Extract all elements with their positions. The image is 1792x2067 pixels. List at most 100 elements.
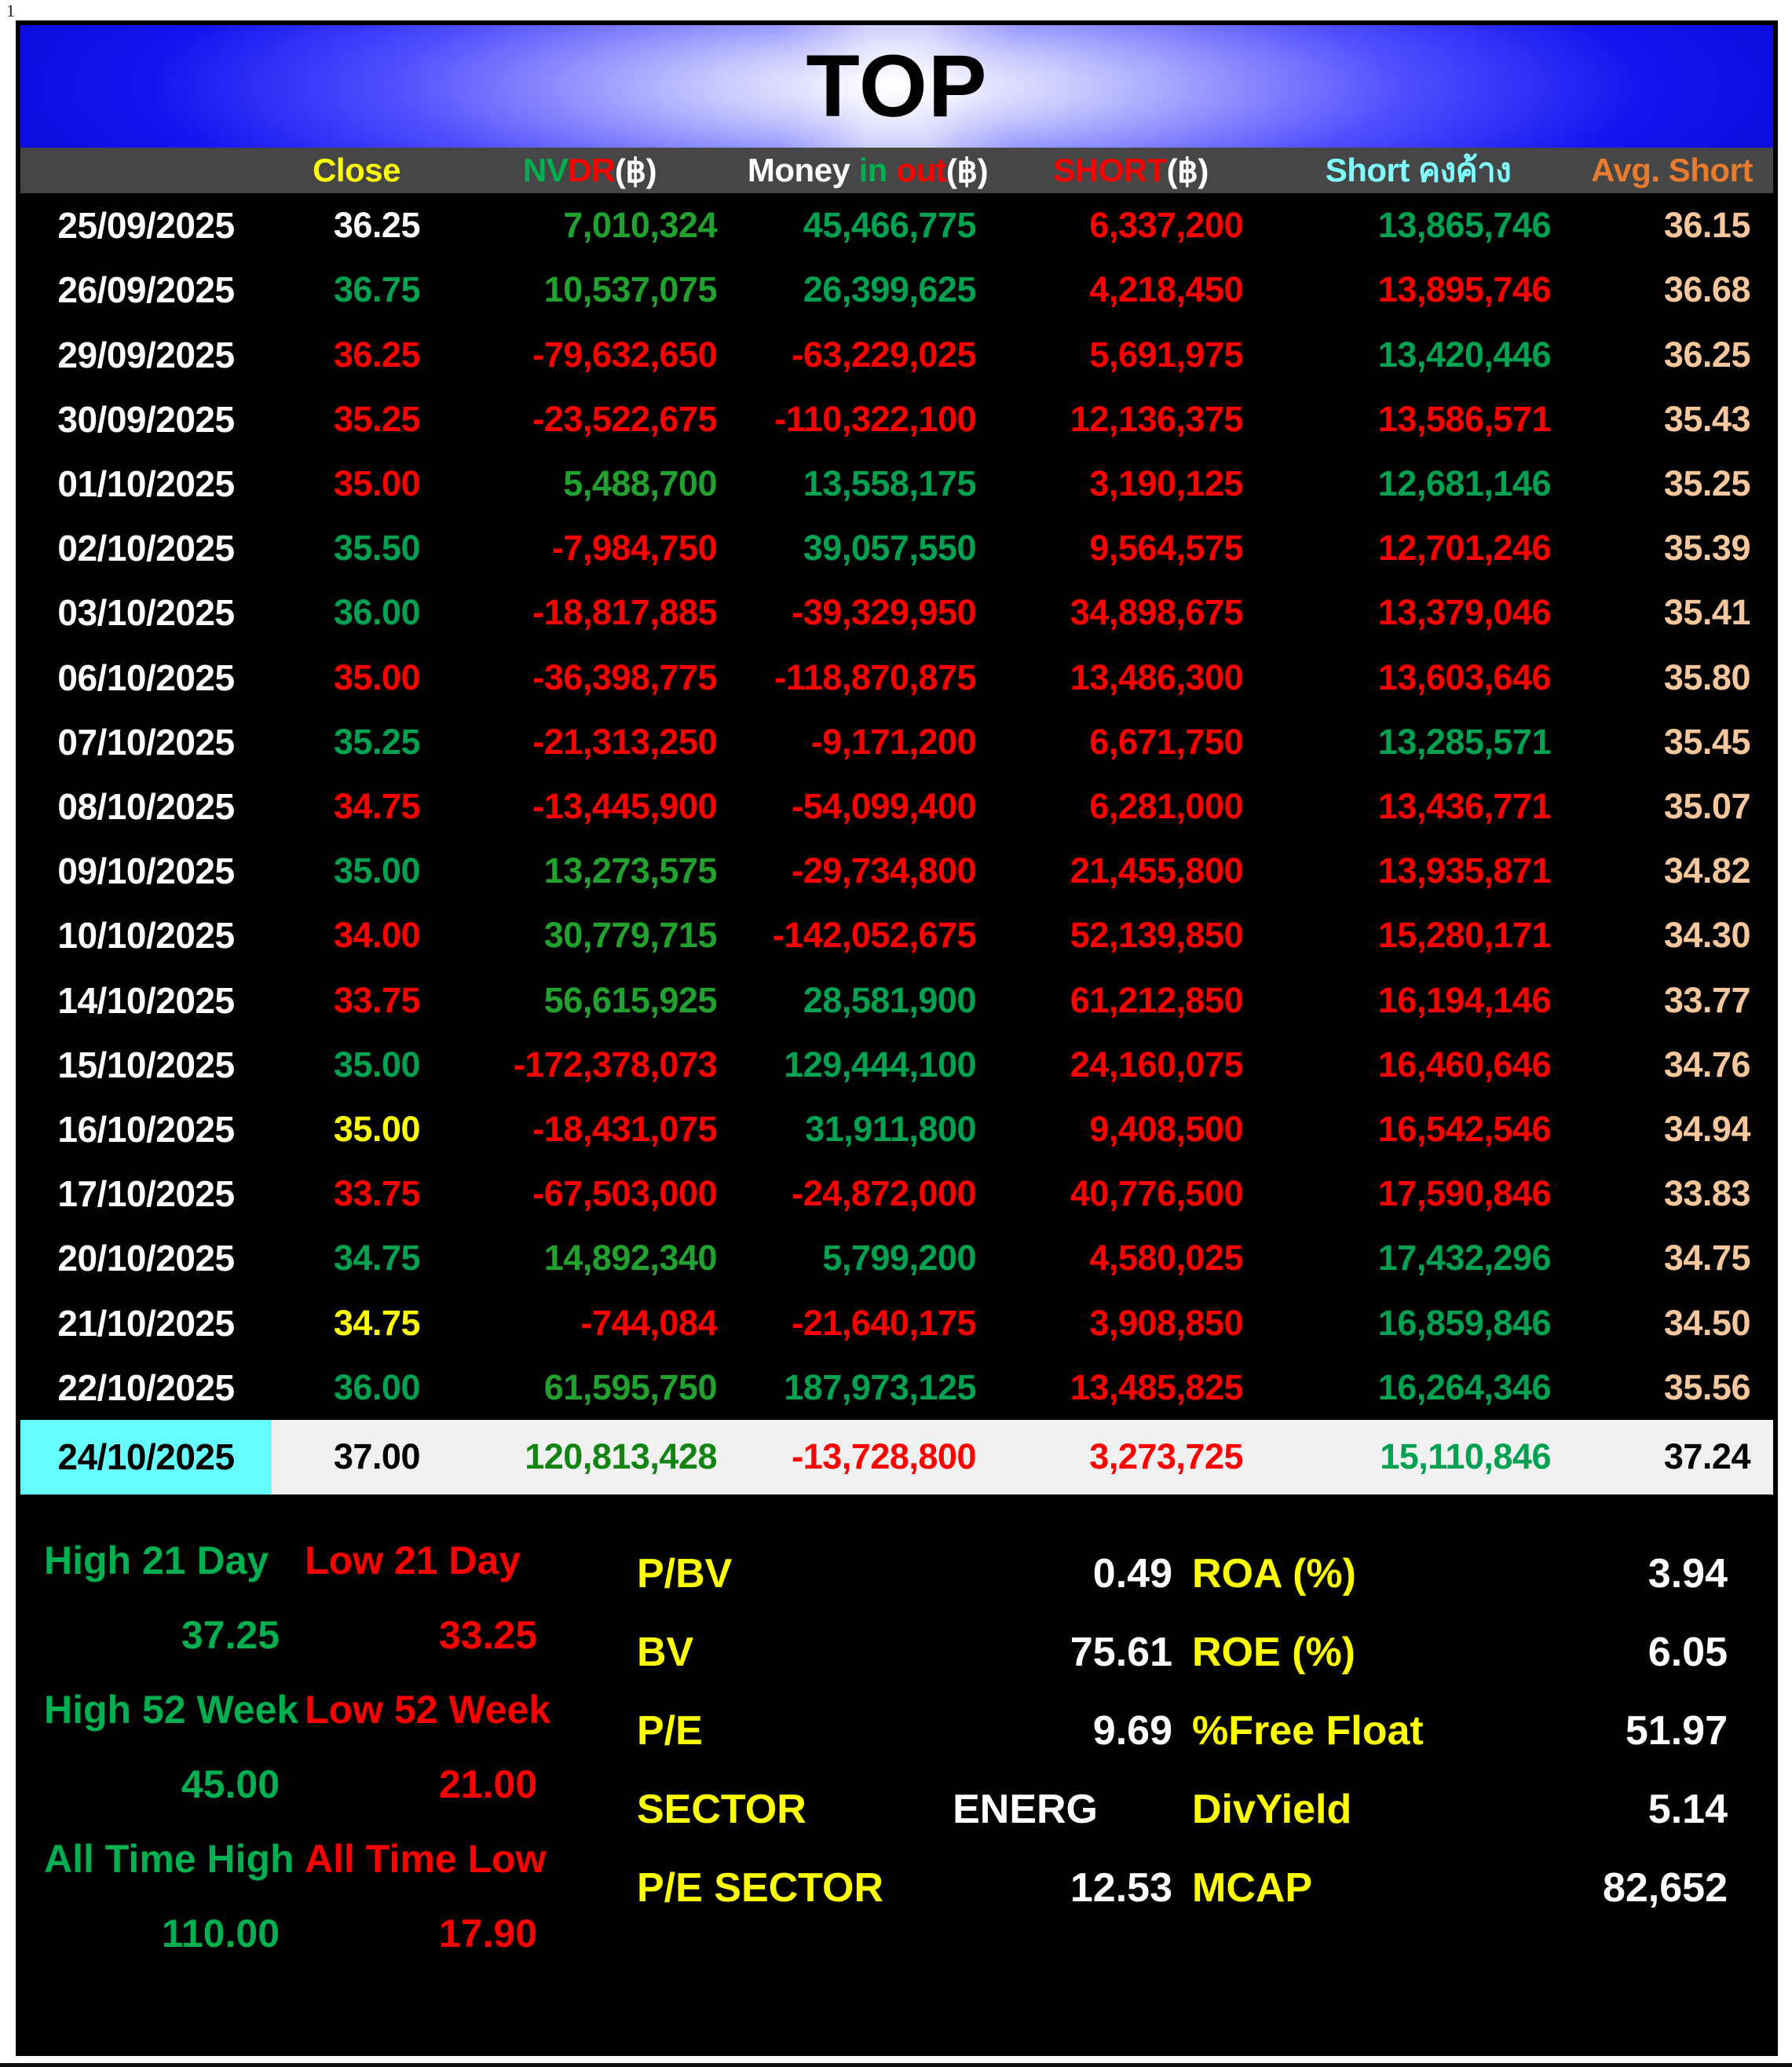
nvdr-cell: 56,615,925 [543,979,718,1020]
stat-label: ROE (%) [1192,1630,1355,1675]
close-cell: 35.00 [333,463,421,503]
stat-row: P/E 9.69 [637,1708,1172,1754]
avg-short-cell: 36.25 [1663,334,1751,375]
short-outstanding-cell: 13,586,571 [1377,398,1552,439]
table-row: 17/10/2025 33.75 -67,503,000 -24,872,000… [20,1162,1773,1226]
short-cell: 12,136,375 [1070,398,1244,439]
nvdr-cell: 13,273,575 [543,851,718,891]
short-outstanding-cell: 16,264,346 [1377,1366,1552,1407]
stat-value: 5.14 [1648,1787,1728,1832]
table-row: 21/10/2025 34.75 -744,084 -21,640,175 3,… [20,1290,1773,1355]
range-high-label: High 52 Week [44,1688,299,1732]
range-values-row: 110.00 17.90 [44,1911,537,1955]
money-in-out-cell: 28,581,900 [803,979,977,1020]
date-cell: 06/10/2025 [57,657,235,698]
header-nvdr: NV DR (฿) [441,148,738,193]
table-row: 08/10/2025 34.75 -13,445,900 -54,099,400… [20,774,1773,839]
date-cell: 07/10/2025 [57,721,235,763]
range-high-label: High 21 Day [44,1538,269,1582]
short-cell: 3,190,125 [1089,463,1243,503]
stat-row: BV 75.61 [637,1630,1172,1675]
short-outstanding-cell: 16,859,846 [1377,1302,1552,1343]
short-cell: 52,139,850 [1070,915,1244,956]
money-in-out-cell: -54,099,400 [792,785,976,826]
close-cell: 36.00 [333,592,421,633]
page-number: 1 [6,1,15,20]
nvdr-cell: -13,445,900 [532,785,717,826]
stat-row: %Free Float 51.97 [1192,1708,1728,1754]
short-cell: 40,776,500 [1070,1173,1244,1214]
short-cell: 21,455,800 [1070,851,1244,891]
avg-short-cell: 35.56 [1663,1366,1751,1407]
table-row: 20/10/2025 34.75 14,892,340 5,799,200 4,… [20,1226,1773,1290]
close-cell: 35.25 [333,398,421,439]
header-text: SHORT [1053,152,1167,188]
date-cell: 25/09/2025 [57,205,235,247]
money-in-out-cell: -24,872,000 [792,1173,976,1214]
nvdr-cell: -36,398,775 [532,657,717,697]
stat-label: DivYield [1192,1787,1352,1832]
range-low-label: Low 21 Day [305,1538,521,1582]
short-outstanding-cell: 15,280,171 [1377,915,1552,956]
header-money-in-out: Money in out (฿) [738,148,997,193]
stat-value: 12.53 [1070,1865,1172,1911]
nvdr-cell: -67,503,000 [532,1173,717,1214]
table-row: 06/10/2025 35.00 -36,398,775 -118,870,87… [20,645,1773,709]
short-outstanding-cell: 16,460,646 [1377,1044,1552,1085]
close-cell: 33.75 [333,1173,421,1214]
date-cell: 16/10/2025 [57,1108,235,1150]
table-row: 03/10/2025 36.00 -18,817,885 -39,329,950… [20,580,1773,645]
short-outstanding-cell: 16,542,546 [1377,1108,1552,1149]
stat-value: 82,652 [1602,1865,1728,1911]
table-row: 10/10/2025 34.00 30,779,715 -142,052,675… [20,903,1773,968]
stat-label: P/E [637,1708,703,1754]
short-cell: 61,212,850 [1070,979,1244,1020]
money-in-out-cell: -63,229,025 [792,334,976,375]
date-cell: 01/10/2025 [57,463,235,504]
header-text: (฿) [614,152,657,189]
avg-short-cell: 35.39 [1663,528,1751,569]
avg-short-cell: 34.30 [1663,915,1751,956]
date-cell: 20/10/2025 [57,1238,235,1279]
date-cell: 03/10/2025 [57,592,235,634]
money-in-out-cell: 13,558,175 [803,463,977,503]
header-text: in [858,152,888,188]
avg-short-cell: 34.76 [1663,1044,1751,1085]
avg-short-cell: 35.45 [1663,721,1751,762]
stat-label: %Free Float [1192,1708,1424,1754]
close-cell: 35.50 [333,528,421,569]
short-cell: 4,218,450 [1089,269,1243,310]
date-cell: 09/10/2025 [57,851,235,892]
nvdr-cell: -79,632,650 [532,334,717,375]
stat-row: ROA (%) 3.94 [1192,1551,1728,1597]
nvdr-cell: -23,522,675 [532,398,717,439]
stat-label: P/BV [637,1551,733,1597]
header-short-outstanding: Short คงค้าง [1325,152,1512,188]
table-row: 26/09/2025 36.75 10,537,075 26,399,625 4… [20,258,1773,322]
range-labels-row: High 52 Week Low 52 Week [44,1687,550,1732]
avg-short-cell: 35.41 [1663,592,1751,633]
close-cell: 35.00 [333,851,421,891]
range-high-value: 45.00 [181,1762,280,1806]
close-cell: 35.25 [333,721,421,762]
range-labels-row: High 21 Day Low 21 Day [44,1538,537,1582]
header-text: (฿) [945,152,989,189]
table-row: 14/10/2025 33.75 56,615,925 28,581,900 6… [20,968,1773,1032]
nvdr-cell: 61,595,750 [543,1366,718,1407]
short-cell: 13,486,300 [1070,657,1244,697]
avg-short-cell: 36.15 [1663,205,1751,246]
title-banner: TOP [20,25,1773,148]
money-in-out-cell: -142,052,675 [772,915,977,956]
close-cell: 36.00 [333,1366,421,1407]
short-outstanding-cell: 12,701,246 [1377,528,1552,569]
range-low-value: 17.90 [438,1912,537,1955]
range-low-label: Low 52 Week [305,1688,551,1732]
short-cell: 3,908,850 [1089,1302,1243,1343]
nvdr-cell: -18,431,075 [532,1108,717,1149]
nvdr-cell: -7,984,750 [551,528,718,569]
header-text: NV [522,152,569,188]
table-row: 25/09/2025 36.25 7,010,324 45,466,775 6,… [20,193,1773,258]
header-text: Money [747,152,859,188]
nvdr-cell: 120,813,428 [525,1436,717,1477]
header-text [887,152,896,189]
